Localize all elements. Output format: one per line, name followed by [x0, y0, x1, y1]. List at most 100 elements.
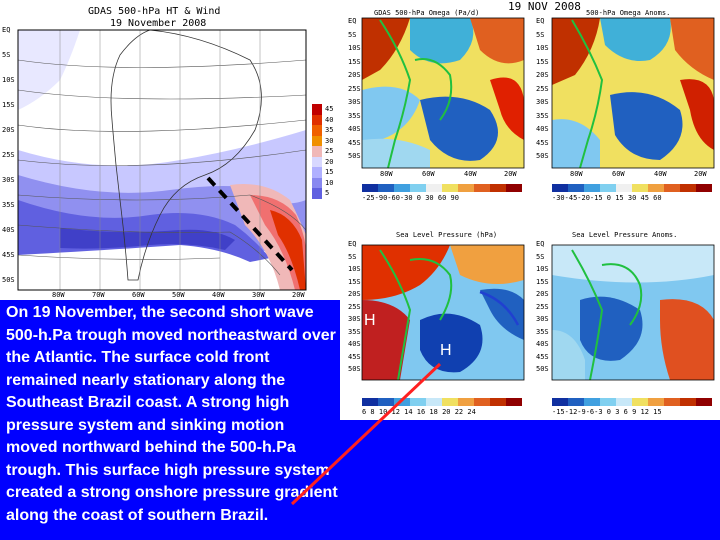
- lat-label: 50S: [536, 365, 549, 373]
- main-lon-label: 30W: [252, 291, 265, 299]
- lat-label: 25S: [348, 84, 361, 93]
- lat-label: 15S: [348, 277, 361, 286]
- lat-label: 15S: [2, 101, 15, 109]
- lat-label: 45S: [2, 251, 15, 259]
- lat-label: 45S: [348, 352, 361, 361]
- omega-lon-label: 60W: [422, 170, 435, 178]
- colorbar-label: 10: [325, 178, 334, 187]
- omega-anom-lon-label: 20W: [694, 170, 707, 178]
- lat-label: 40S: [348, 125, 361, 133]
- caption-text: On 19 November, the second short wave 50…: [0, 300, 340, 540]
- lat-label: 5S: [348, 252, 357, 261]
- lat-label: EQ: [348, 17, 357, 25]
- slp-anom-panel-title: Sea Level Pressure Anoms.: [572, 231, 678, 239]
- omega-anom-lon-label: 60W: [612, 170, 625, 178]
- omega-lon-label: 20W: [504, 170, 517, 178]
- high-pressure-marker: H: [440, 342, 452, 359]
- lat-label: 20S: [348, 71, 361, 79]
- main-map-graphic: [17, 29, 307, 291]
- omega-lat-labels: EQ 5S 10S 15S 20S 25S 30S 35S 40S 45S 50…: [348, 18, 361, 167]
- lat-label: 40S: [348, 340, 361, 348]
- main-lon-label: 40W: [212, 291, 225, 299]
- omega-anom-lon-label: 80W: [570, 170, 583, 178]
- colorbar-label: 40: [325, 115, 334, 124]
- lat-label: 5S: [348, 30, 357, 39]
- lat-label: 10S: [536, 265, 549, 273]
- lat-label: 35S: [2, 201, 15, 209]
- main-map-panel: GDAS 500-hPa HT & Wind 19 November 2008 …: [0, 0, 340, 300]
- slp-anom-colorbar-labels: -15-12-9-6-3 0 3 6 9 12 15: [552, 408, 662, 416]
- lat-label: 20S: [536, 290, 549, 298]
- colorbar-label: 35: [325, 126, 334, 134]
- lat-label: 45S: [536, 352, 549, 361]
- lat-label: 35S: [348, 327, 361, 336]
- lat-label: 10S: [348, 44, 361, 52]
- slp-colorbar-labels: 6 8 10 12 14 16 18 20 22 24: [362, 408, 476, 416]
- lat-label: EQ: [536, 240, 545, 248]
- colorbar-label: 15: [325, 168, 334, 176]
- omega-colorbar-labels: -25-90-60-30 0 30 60 90: [362, 194, 459, 202]
- main-map-title: GDAS 500-hPa HT & Wind: [88, 6, 221, 17]
- lat-label: 45S: [536, 138, 549, 147]
- lat-label: 50S: [536, 152, 549, 160]
- lat-label: 30S: [536, 98, 549, 106]
- lat-label: 10S: [536, 44, 549, 52]
- lat-label: 15S: [536, 277, 549, 286]
- colorbar-label: 5: [325, 189, 330, 197]
- lat-label: 25S: [348, 302, 361, 311]
- lat-label: EQ: [348, 240, 357, 248]
- main-lon-label: 60W: [132, 291, 145, 299]
- lat-label: 10S: [348, 265, 361, 273]
- lat-label: 35S: [536, 327, 549, 336]
- lat-label: 30S: [348, 315, 361, 323]
- main-lat-labels: EQ 5S 10S 15S 20S 25S 30S 35S 40S 45S 50…: [2, 27, 15, 300]
- lat-label: 25S: [2, 151, 15, 159]
- lat-label: 40S: [536, 340, 549, 348]
- lat-label: 15S: [348, 57, 361, 66]
- colorbar-label: 20: [325, 157, 334, 166]
- lat-label: 20S: [2, 126, 15, 134]
- lat-label: 5S: [536, 252, 545, 261]
- omega-anom-panel-title: 500-hPa Omega Anoms.: [586, 9, 671, 17]
- main-colorbar: [312, 104, 322, 199]
- lat-label: 20S: [536, 71, 549, 79]
- omega-anom-colorbar: [552, 184, 712, 192]
- lat-label: 50S: [348, 152, 361, 160]
- omega-panel-title: GDAS 500-hPa Omega (Pa/d): [374, 9, 480, 17]
- lat-label: 5S: [536, 30, 545, 39]
- lat-label: 30S: [536, 315, 549, 323]
- lat-label: 15S: [536, 57, 549, 66]
- main-colorbar-labels: 45 40 35 30 25 20 15 10 5: [325, 104, 333, 199]
- lat-label: 40S: [2, 226, 15, 234]
- lat-label: 10S: [2, 76, 15, 84]
- lat-label: 45S: [348, 138, 361, 147]
- colorbar-label: 30: [325, 136, 334, 145]
- high-pressure-marker: H: [364, 312, 376, 329]
- omega-anom-colorbar-labels: -30-45-20-15 0 15 30 45 60: [552, 194, 662, 202]
- lat-label: 5S: [2, 51, 11, 59]
- slp-anom-lat-labels: EQ 5S 10S 15S 20S 25S 30S 35S 40S 45S 50…: [536, 241, 549, 379]
- lat-label: 50S: [2, 276, 15, 284]
- right-panels: 19 NOV 2008: [340, 0, 720, 420]
- main-lon-label: 80W: [52, 291, 65, 299]
- omega-lon-label: 80W: [380, 170, 393, 178]
- slp-panel-title: Sea Level Pressure (hPa): [396, 231, 498, 239]
- main-lon-label: 70W: [92, 291, 105, 299]
- lat-label: 25S: [536, 84, 549, 93]
- lat-label: EQ: [2, 26, 11, 34]
- omega-anom-lat-labels: EQ 5S 10S 15S 20S 25S 30S 35S 40S 45S 50…: [536, 18, 549, 167]
- slp-anom-colorbar: [552, 398, 712, 406]
- main-lon-label: 50W: [172, 291, 185, 299]
- lat-label: 25S: [536, 302, 549, 311]
- slp-lat-labels: EQ 5S 10S 15S 20S 25S 30S 35S 40S 45S 50…: [348, 241, 361, 379]
- lat-label: 30S: [2, 176, 15, 184]
- lat-label: 35S: [348, 111, 361, 120]
- omega-colorbar: [362, 184, 522, 192]
- main-lon-label: 20W: [292, 291, 305, 299]
- colorbar-label: 25: [325, 147, 334, 155]
- lat-label: 50S: [348, 365, 361, 373]
- lat-label: 20S: [348, 290, 361, 298]
- colorbar-label: 45: [325, 105, 334, 113]
- lat-label: 40S: [536, 125, 549, 133]
